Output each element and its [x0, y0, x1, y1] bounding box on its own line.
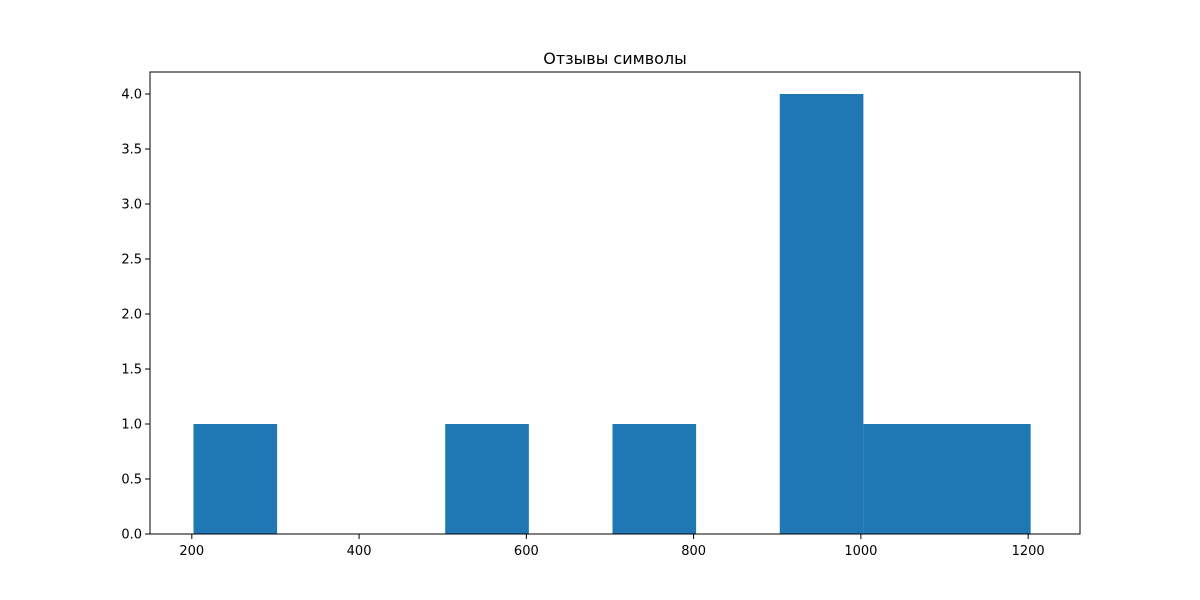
- y-tick-label: 3.0: [121, 198, 142, 213]
- x-tick-label: 600: [514, 544, 539, 559]
- y-tick-label: 0.0: [121, 528, 142, 543]
- y-tick-label: 1.5: [121, 363, 142, 378]
- histogram-bar: [193, 424, 278, 534]
- x-axis: 200 400 600 800 1000 1200: [179, 534, 1045, 559]
- x-tick-label: 1200: [1012, 544, 1045, 559]
- x-tick-label: 800: [681, 544, 706, 559]
- histogram-bar: [445, 424, 529, 534]
- y-tick-label: 4.0: [121, 88, 142, 103]
- chart-title: Отзывы символы: [543, 49, 687, 68]
- y-tick-label: 3.5: [121, 143, 142, 158]
- x-tick-label: 1000: [844, 544, 877, 559]
- x-tick-label: 400: [347, 544, 372, 559]
- y-tick-label: 2.5: [121, 253, 142, 268]
- y-tick-label: 1.0: [121, 418, 142, 433]
- y-tick-label: 2.0: [121, 308, 142, 323]
- y-tick-label: 0.5: [121, 473, 142, 488]
- histogram-bar: [612, 424, 697, 534]
- histogram-bar: [779, 94, 864, 534]
- plot-frame: [149, 71, 1081, 535]
- x-tick-label: 200: [179, 544, 204, 559]
- histogram-bar: [863, 424, 948, 534]
- histogram-bar: [947, 424, 1031, 534]
- bars-layer: [193, 94, 1031, 534]
- y-axis: 0.0 0.5 1.0 1.5 2.0 2.5 3.0 3.5 4.0: [121, 88, 150, 543]
